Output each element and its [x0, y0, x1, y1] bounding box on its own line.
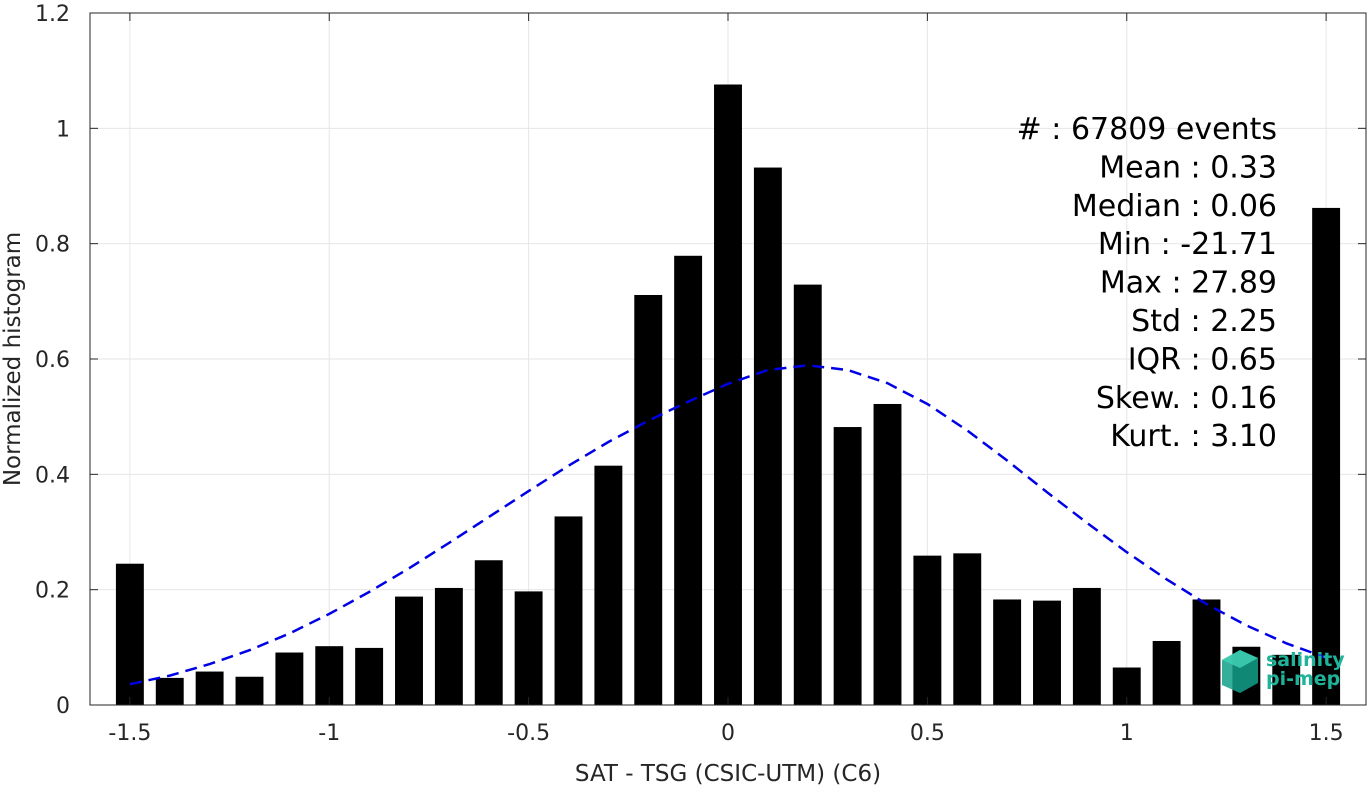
histogram-bar: [913, 555, 942, 705]
salinity-pimep-logo: salinity pi-mep: [1222, 649, 1345, 693]
x-tick-label: -1.5: [108, 721, 151, 746]
histogram-bar: [1033, 600, 1061, 705]
histogram-bar: [634, 294, 663, 705]
x-tick-label: 0: [721, 721, 735, 746]
histogram-bar: [395, 596, 423, 705]
x-axis-label: SAT - TSG (CSIC-UTM) (C6): [575, 761, 881, 785]
histogram-bar: [793, 284, 822, 705]
histogram-bar: [514, 591, 543, 705]
histogram-bar: [1072, 587, 1101, 705]
histogram-bar: [1312, 207, 1341, 705]
histogram-bar: [355, 647, 384, 705]
x-tick-label: 1.5: [1309, 721, 1344, 746]
x-tick-label: -0.5: [507, 721, 550, 746]
histogram-bars: [115, 84, 1341, 706]
logo-text-line1: salinity: [1266, 649, 1345, 671]
logo-text-line2: pi-mep: [1266, 668, 1340, 690]
x-tick-label: 0.5: [910, 721, 945, 746]
histogram-bar: [275, 652, 304, 705]
stat-line: IQR : 0.65: [1128, 342, 1277, 377]
histogram-bar: [1192, 599, 1221, 705]
histogram-bar: [953, 553, 982, 705]
x-tick-label: -1: [318, 721, 340, 746]
y-axis-label: Normalized histogram: [0, 232, 26, 486]
histogram-bar: [155, 677, 184, 705]
histogram-bar: [1272, 654, 1301, 705]
y-tick-label: 0.2: [35, 579, 70, 604]
stat-line: Mean : 0.33: [1099, 150, 1277, 185]
histogram-bar: [594, 465, 623, 705]
histogram-bar: [833, 427, 862, 705]
logo-cube-face-icon: [1222, 650, 1258, 668]
histogram-bar: [993, 599, 1022, 705]
stat-line: Kurt. : 3.10: [1110, 419, 1277, 454]
stat-line: Std : 2.25: [1131, 304, 1277, 339]
y-tick-label: 1: [56, 117, 70, 142]
stat-line: Median : 0.06: [1072, 189, 1277, 224]
histogram-bar: [434, 587, 463, 705]
y-tick-label: 0: [56, 694, 70, 719]
histogram-bar: [235, 676, 264, 705]
stat-line: Min : -21.71: [1098, 227, 1277, 262]
stat-line: # : 67809 events: [1017, 112, 1277, 147]
y-tick-label: 0.6: [35, 348, 70, 373]
histogram-bar: [873, 403, 902, 705]
histogram-bar: [195, 671, 224, 705]
y-tick-label: 1.2: [35, 2, 70, 27]
y-tick-label: 0.4: [35, 463, 70, 488]
x-axis-ticks: -1.5 -1 -0.5 0 0.5 1 1.5: [108, 13, 1344, 746]
y-tick-label: 0.8: [35, 233, 70, 258]
histogram-bar: [1152, 640, 1181, 705]
histogram-bar: [753, 167, 782, 706]
histogram-bar: [474, 560, 503, 705]
stat-line: Max : 27.89: [1100, 266, 1277, 301]
histogram-bar: [714, 84, 742, 706]
x-tick-label: 1: [1120, 721, 1134, 746]
y-axis-ticks: 0 0.2 0.4 0.6 0.8 1 1.2: [35, 2, 1366, 719]
histogram-bar: [554, 516, 583, 705]
normal-fit-curve: [129, 364, 1327, 686]
histogram-bar: [674, 255, 703, 705]
histogram-bar: [315, 646, 344, 705]
stat-line: Skew. : 0.16: [1096, 381, 1277, 416]
